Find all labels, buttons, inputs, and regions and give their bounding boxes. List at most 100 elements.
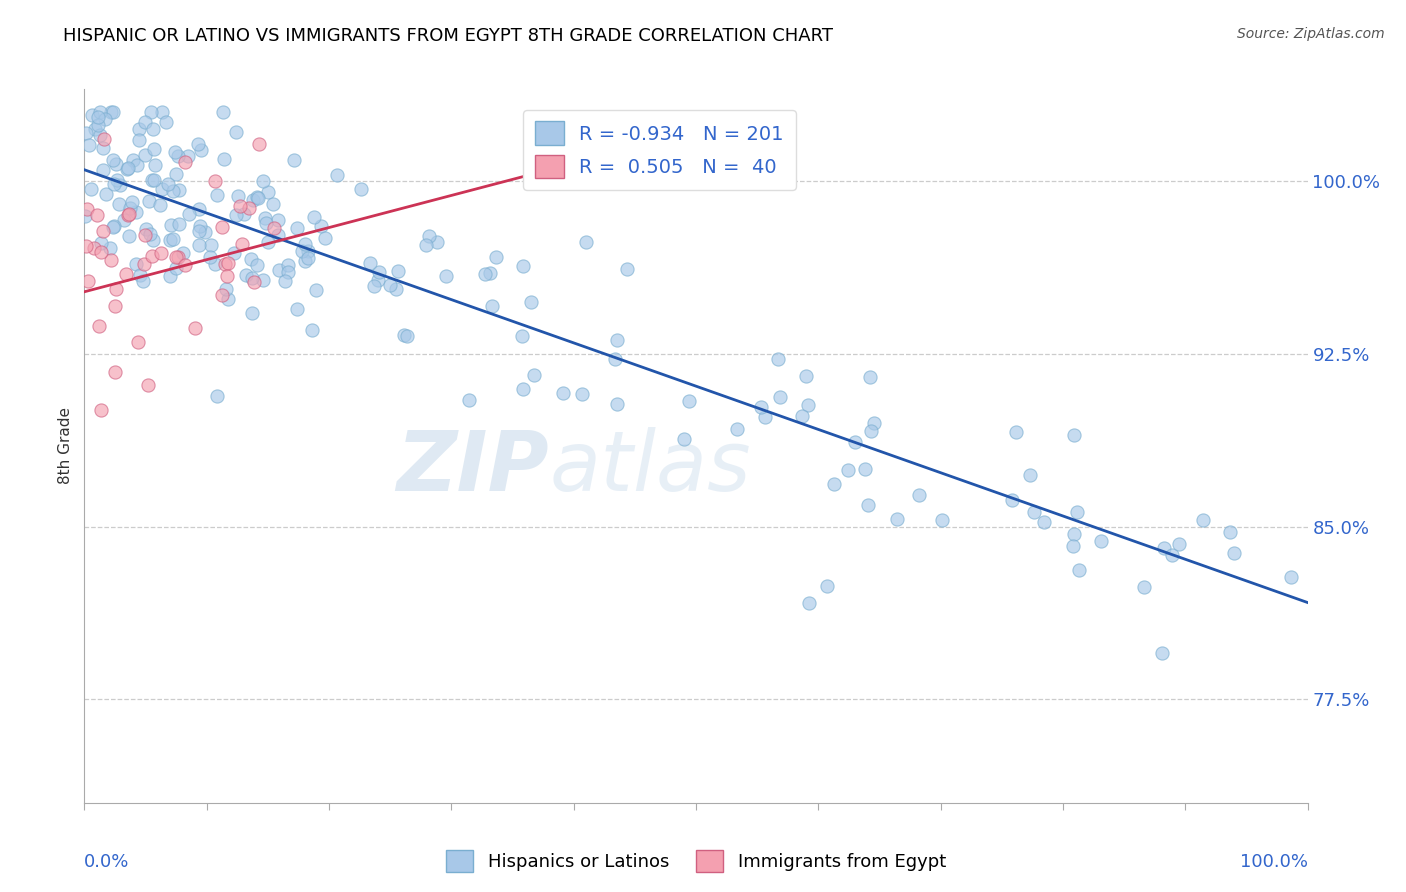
Point — [150, 182, 173, 196]
Point — [257, 235, 280, 249]
Point — [124, 257, 146, 271]
Point — [80, 108, 103, 122]
Point — [162, 184, 184, 198]
Point — [247, 136, 270, 151]
Point — [1168, 537, 1191, 551]
Point — [141, 122, 163, 136]
Point — [141, 249, 163, 263]
Point — [481, 299, 503, 313]
Point — [93, 132, 115, 146]
Point — [231, 237, 253, 252]
Point — [837, 463, 859, 477]
Point — [79, 182, 101, 196]
Point — [457, 392, 479, 407]
Point — [815, 579, 838, 593]
Point — [87, 318, 110, 333]
Point — [1218, 524, 1240, 539]
Point — [115, 162, 138, 177]
Point — [155, 115, 177, 129]
Point — [225, 208, 247, 222]
Point — [100, 105, 122, 120]
Point — [1279, 570, 1302, 584]
Point — [769, 390, 792, 404]
Point — [1063, 526, 1085, 541]
Point — [908, 488, 931, 502]
Point — [754, 409, 776, 424]
Point — [240, 305, 263, 319]
Point — [90, 235, 112, 250]
Point — [823, 476, 845, 491]
Point — [188, 202, 211, 216]
Point — [1090, 534, 1112, 549]
Point — [132, 274, 155, 288]
Point — [844, 435, 866, 450]
Text: ZIP: ZIP — [396, 427, 550, 508]
Point — [86, 208, 108, 222]
Point — [169, 183, 191, 197]
Point — [188, 219, 211, 234]
Point — [104, 299, 127, 313]
Point — [1022, 504, 1045, 518]
Point — [77, 138, 100, 153]
Point — [301, 323, 323, 337]
Point — [194, 225, 217, 239]
Point — [512, 382, 534, 396]
Point — [142, 142, 165, 156]
Point — [571, 386, 593, 401]
Point — [263, 221, 285, 235]
Point — [385, 282, 408, 296]
Point — [485, 250, 508, 264]
Point — [207, 389, 229, 403]
Point — [796, 398, 818, 412]
Point — [132, 257, 155, 271]
Point — [167, 149, 190, 163]
Point — [749, 400, 772, 414]
Point — [173, 154, 195, 169]
Point — [103, 153, 125, 167]
Point — [1019, 468, 1042, 483]
Point — [98, 241, 121, 255]
Point — [184, 320, 207, 334]
Point — [225, 125, 247, 139]
Point — [277, 258, 299, 272]
Point — [860, 424, 883, 438]
Point — [108, 178, 131, 192]
Point — [73, 209, 96, 223]
Point — [474, 268, 496, 282]
Point — [87, 110, 110, 124]
Point — [134, 147, 156, 161]
Point — [790, 409, 813, 423]
Point — [165, 260, 187, 275]
Point — [305, 283, 328, 297]
Point — [200, 238, 222, 252]
Point — [149, 246, 172, 260]
Point — [100, 253, 122, 268]
Point — [267, 228, 290, 243]
Point — [863, 416, 886, 430]
Point — [294, 254, 316, 268]
Point — [314, 230, 336, 244]
Point — [367, 265, 389, 279]
Point — [104, 365, 127, 379]
Point — [510, 329, 533, 343]
Point — [267, 263, 290, 277]
Point — [217, 292, 239, 306]
Point — [238, 201, 260, 215]
Point — [606, 397, 628, 411]
Point — [75, 239, 97, 253]
Point — [886, 511, 908, 525]
Point — [1001, 493, 1024, 508]
Point — [90, 402, 112, 417]
Point — [91, 141, 114, 155]
Point — [267, 213, 290, 227]
Point — [1062, 539, 1084, 553]
Point — [252, 273, 274, 287]
Point — [859, 370, 882, 384]
Point — [87, 118, 110, 132]
Text: atlas: atlas — [550, 427, 751, 508]
Text: 0.0%: 0.0% — [84, 853, 129, 871]
Text: Source: ZipAtlas.com: Source: ZipAtlas.com — [1237, 27, 1385, 41]
Point — [277, 265, 299, 279]
Point — [104, 157, 127, 171]
Point — [122, 153, 145, 167]
